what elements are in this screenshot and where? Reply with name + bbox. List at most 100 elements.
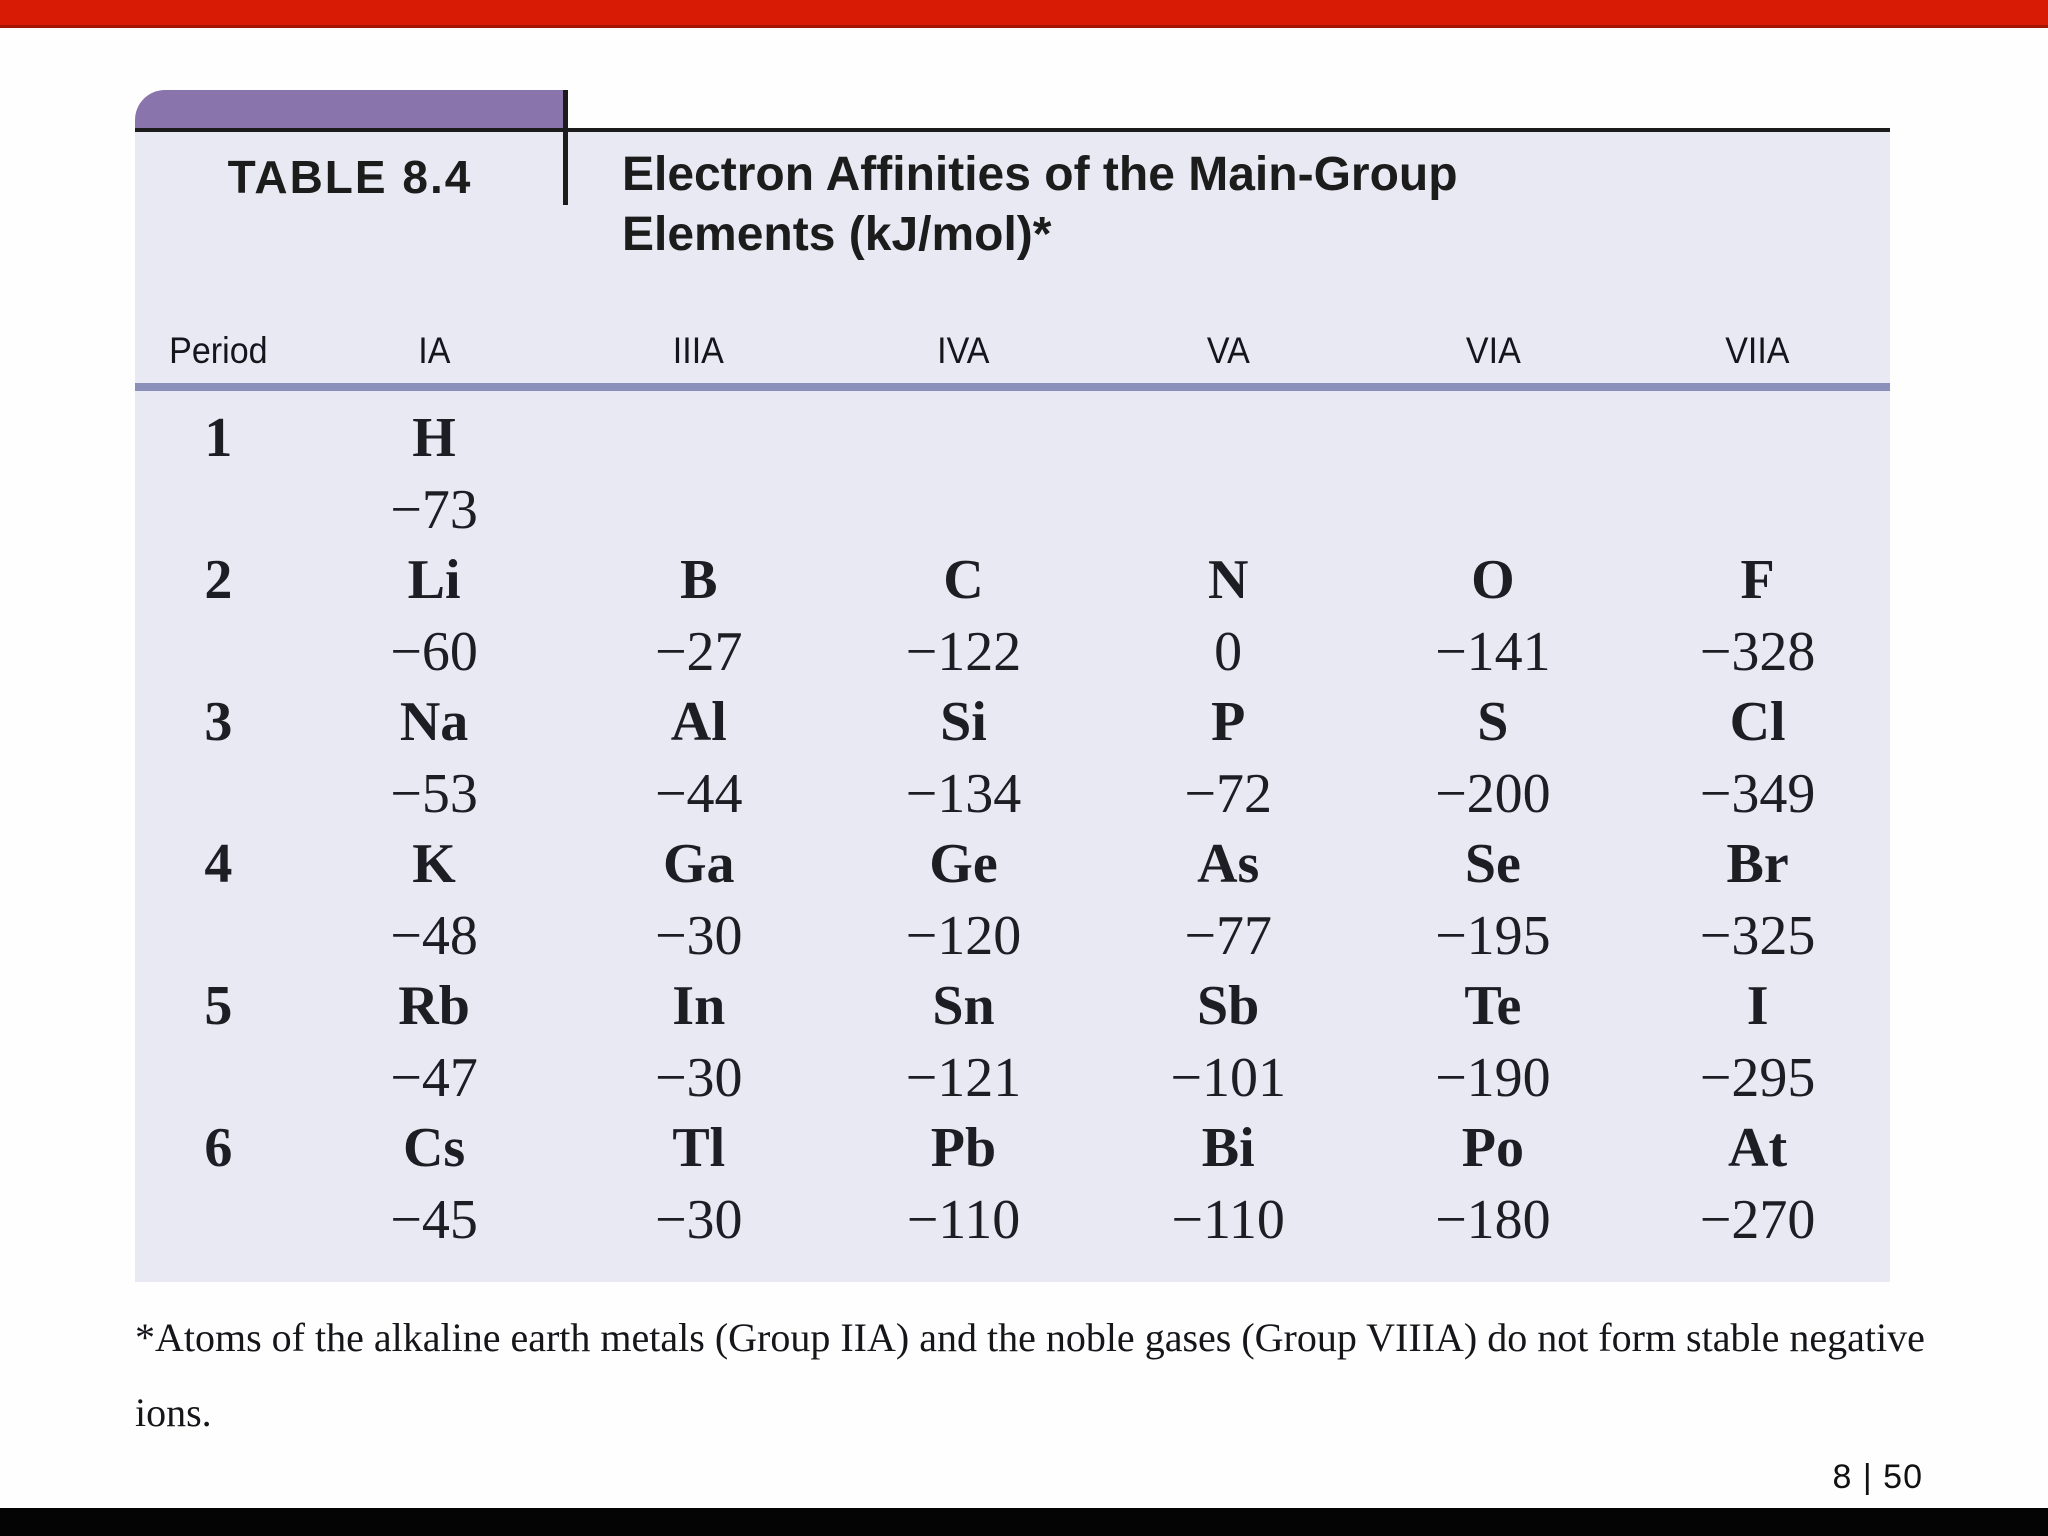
element-cell-tl: Tl −30 (566, 1112, 831, 1256)
electron-affinity-value: −120 (905, 905, 1022, 967)
table-tab (135, 90, 565, 128)
electron-affinity-value: −30 (654, 1047, 743, 1109)
element-cell-sb: Sb −101 (1096, 970, 1361, 1114)
electron-affinity-value: −328 (1699, 621, 1816, 683)
element-symbol: Sn (932, 975, 995, 1037)
element-symbol: Sb (1197, 975, 1260, 1037)
column-header-viia: VIIA (1725, 330, 1790, 371)
footnote: *Atoms of the alkaline earth metals (Gro… (135, 1315, 1925, 1435)
element-symbol: F (1740, 549, 1775, 611)
empty-cell (566, 402, 831, 546)
electron-affinity-value: −48 (390, 905, 478, 967)
electron-affinity-value: −325 (1699, 905, 1816, 967)
table-title: Electron Affinities of the Main-Group El… (622, 145, 1458, 265)
element-symbol: At (1728, 1117, 1788, 1179)
electron-affinity-value: −72 (1184, 763, 1272, 825)
element-symbol: Al (670, 691, 727, 753)
column-header-period: Period (169, 330, 268, 371)
element-symbol: H (412, 407, 456, 469)
element-cell-pb: Pb −110 (831, 1112, 1096, 1256)
element-symbol: Cl (1729, 691, 1786, 753)
period-number: 2 (204, 549, 233, 611)
element-cell-al: Al −44 (566, 686, 831, 830)
table-top-rule (135, 128, 1890, 132)
table-title-line2: Elements (kJ/mol)* (622, 208, 1052, 261)
element-cell-as: As −77 (1096, 828, 1361, 972)
element-cell-at: At −270 (1625, 1112, 1890, 1256)
element-symbol: Na (399, 691, 469, 753)
element-symbol: K (412, 833, 456, 895)
electron-affinity-value: −122 (905, 621, 1022, 683)
element-cell-c: C −122 (831, 544, 1096, 688)
period-row-4: 4 K −48 Ga −30 Ge −120 As −77 Se −195 Br −325 (135, 828, 1890, 970)
page-indicator: 8 | 50 (1832, 1458, 1923, 1496)
table-rows: 1 H −73 2 Li −60 B −27 C −122 N 0 O −141 F −328 3 Na −53 Al… (135, 402, 1890, 1254)
element-cell-k: K −48 (302, 828, 567, 972)
period-number: 4 (204, 833, 233, 895)
table-number-label: TABLE 8.4 (227, 151, 473, 203)
element-cell-li: Li −60 (302, 544, 567, 688)
electron-affinity-value: −60 (390, 621, 478, 683)
electron-affinity-value: −141 (1435, 621, 1551, 683)
element-symbol: Te (1464, 975, 1522, 1037)
bottom-black-bar (0, 1508, 2048, 1536)
element-cell-o: O −141 (1361, 544, 1626, 688)
element-symbol: In (672, 975, 726, 1037)
header-rule (135, 383, 1890, 391)
column-header-ia: IA (417, 330, 451, 371)
column-header-iiia: IIIA (673, 330, 725, 371)
electron-affinity-value: −110 (1171, 1189, 1285, 1251)
element-symbol: N (1207, 549, 1249, 611)
electron-affinity-value: −121 (905, 1047, 1022, 1109)
element-cell-cs: Cs −45 (302, 1112, 567, 1256)
element-symbol: As (1197, 833, 1260, 895)
element-cell-sn: Sn −121 (831, 970, 1096, 1114)
electron-affinity-value: −45 (390, 1189, 478, 1251)
element-cell-h: H −73 (302, 402, 567, 546)
header-divider (563, 90, 568, 205)
table-title-line1: Electron Affinities of the Main-Group (622, 148, 1458, 201)
electron-affinity-value: −190 (1435, 1047, 1551, 1109)
element-symbol: Ga (662, 833, 735, 895)
element-symbol: C (943, 549, 984, 611)
electron-affinity-value: −53 (390, 763, 478, 825)
column-header-iva: IVA (937, 330, 990, 371)
period-row-6: 6 Cs −45 Tl −30 Pb −110 Bi −110 Po −180 At −270 (135, 1112, 1890, 1254)
element-symbol: Se (1464, 833, 1521, 895)
element-cell-b: B −27 (566, 544, 831, 688)
empty-cell (1096, 402, 1361, 546)
element-symbol: I (1746, 975, 1769, 1037)
table-8-4-card: Period IA IIIA IVA VA VIA VIIA 1 H −73 2 Li −60 B −27… (135, 90, 1890, 1282)
element-cell-bi: Bi −110 (1096, 1112, 1361, 1256)
element-symbol: Bi (1201, 1117, 1255, 1179)
element-symbol: Ge (929, 833, 998, 895)
electron-affinity-value: −349 (1699, 763, 1816, 825)
element-cell-si: Si −134 (831, 686, 1096, 830)
electron-affinity-value: 0 (1214, 621, 1243, 683)
electron-affinity-value: −270 (1699, 1189, 1816, 1251)
period-row-2: 2 Li −60 B −27 C −122 N 0 O −141 F −328 (135, 544, 1890, 686)
electron-affinity-value: −30 (654, 905, 743, 967)
electron-affinity-value: −180 (1435, 1189, 1551, 1251)
element-cell-po: Po −180 (1361, 1112, 1626, 1256)
element-cell-cl: Cl −349 (1625, 686, 1890, 830)
element-cell-f: F −328 (1625, 544, 1890, 688)
column-header-row: Period IA IIIA IVA VA VIA VIIA (135, 330, 1890, 372)
element-symbol: Po (1461, 1117, 1524, 1179)
period-row-5: 5 Rb −47 In −30 Sn −121 Sb −101 Te −190 I −295 (135, 970, 1890, 1112)
empty-cell (1625, 402, 1890, 546)
column-header-via: VIA (1465, 330, 1521, 371)
top-red-bar (0, 0, 2048, 28)
element-cell-se: Se −195 (1361, 828, 1626, 972)
electron-affinity-value: −110 (906, 1189, 1021, 1251)
element-cell-br: Br −325 (1625, 828, 1890, 972)
element-cell-te: Te −190 (1361, 970, 1626, 1114)
element-cell-s: S −200 (1361, 686, 1626, 830)
period-row-1: 1 H −73 (135, 402, 1890, 544)
element-cell-rb: Rb −47 (302, 970, 567, 1114)
element-cell-p: P −72 (1096, 686, 1361, 830)
element-symbol: Li (407, 549, 461, 611)
element-symbol: P (1211, 691, 1246, 753)
